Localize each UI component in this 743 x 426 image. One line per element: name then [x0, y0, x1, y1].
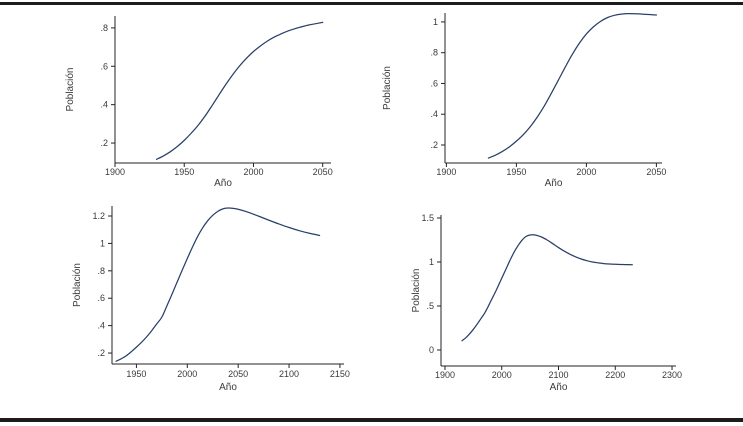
- y-tick-label: .5: [426, 301, 434, 311]
- y-tick-label: 1: [433, 17, 438, 27]
- chart-top-left: 1900 1950 2000 2050 .2 .4 .6 .8 Año Población: [65, 16, 333, 189]
- series-line-poblacion: [115, 207, 321, 362]
- y-tick-label: .6: [97, 293, 105, 303]
- y-axis-title: Población: [411, 269, 422, 313]
- y-axis-title: Población: [72, 263, 83, 307]
- x-tick-label: 1900: [435, 370, 455, 380]
- y-tick-label: 1.5: [421, 213, 434, 223]
- y-tick-label: .2: [430, 140, 438, 150]
- y-tick-label: .4: [97, 321, 105, 331]
- x-tick-label: 1900: [436, 167, 456, 177]
- x-axis-title: Año: [219, 382, 237, 393]
- x-tick-label: 1950: [174, 167, 194, 177]
- x-tick-label: 2000: [177, 369, 197, 379]
- y-tick-label: .8: [97, 266, 105, 276]
- series-line-poblacion: [155, 21, 324, 160]
- y-tick-label: 0: [429, 345, 434, 355]
- y-axis-title: Población: [382, 66, 393, 110]
- x-tick-label: 2000: [243, 167, 263, 177]
- x-tick-label: 2100: [279, 369, 299, 379]
- bottom-rule: [0, 418, 743, 422]
- x-tick-label: 2100: [548, 370, 568, 380]
- series-line-poblacion: [487, 12, 658, 159]
- x-tick-label: 2150: [330, 369, 350, 379]
- y-tick-label: .2: [100, 138, 108, 148]
- x-tick-label: 1950: [506, 167, 526, 177]
- x-tick-label: 2050: [228, 369, 248, 379]
- x-tick-label: 2000: [576, 167, 596, 177]
- x-tick-label: 2050: [646, 167, 666, 177]
- x-tick-label: 2050: [313, 167, 333, 177]
- y-tick-label: 1.2: [92, 211, 105, 221]
- x-tick-label: 2200: [605, 370, 625, 380]
- y-tick-label: .4: [100, 100, 108, 110]
- x-tick-label: 1950: [126, 369, 146, 379]
- x-axis-title: Año: [545, 178, 563, 189]
- chart-bottom-right: 1900 2000 2100 2200 2300 0 .5 1 1.5 Año Población: [411, 213, 682, 393]
- y-tick-label: .8: [100, 23, 108, 33]
- x-axis-title: Año: [214, 178, 232, 189]
- y-tick-label: .4: [430, 109, 438, 119]
- y-tick-label: 1: [100, 238, 105, 248]
- x-tick-label: 1900: [105, 167, 125, 177]
- top-rule: [0, 2, 743, 5]
- y-axis-title: Población: [65, 68, 76, 112]
- chart-top-right: 1900 1950 2000 2050 .2 .4 .6 .8 1 Año Población: [382, 12, 666, 189]
- y-tick-label: .6: [100, 61, 108, 71]
- series-line-poblacion: [461, 234, 633, 342]
- x-tick-label: 2000: [492, 370, 512, 380]
- y-tick-label: .6: [430, 78, 438, 88]
- x-axis-title: Año: [550, 382, 568, 393]
- chart-bottom-left: 1950 2000 2050 2100 2150 .2 .4 .6 .8 1 1.2 Año Pobla…: [72, 206, 350, 393]
- y-tick-label: .2: [97, 348, 105, 358]
- x-tick-label: 2300: [662, 370, 682, 380]
- y-tick-label: 1: [429, 257, 434, 267]
- y-tick-label: .8: [430, 48, 438, 58]
